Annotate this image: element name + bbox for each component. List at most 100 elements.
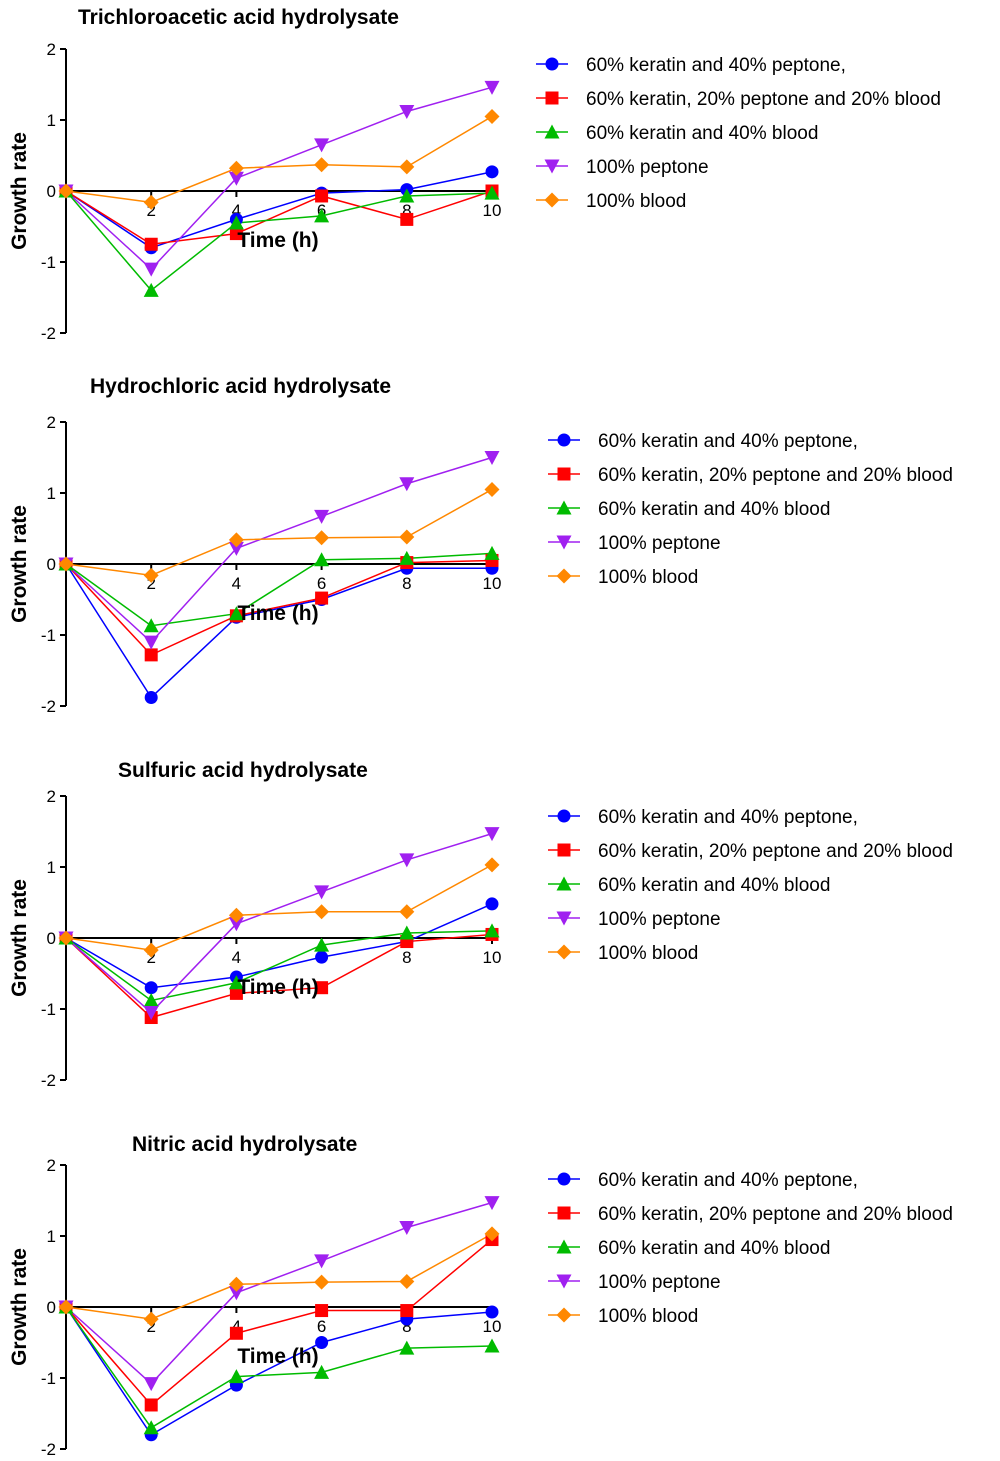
series-line-1 [65,903,493,989]
legend-entry: 100% peptone [586,157,709,178]
series-line-3 [65,1306,493,1429]
y-tick-label: 0 [47,555,56,574]
data-point [144,237,158,251]
data-point [399,853,415,868]
data-point [144,981,158,995]
series-line-3 [65,930,493,1002]
data-point [399,529,415,545]
data-point [229,1326,243,1340]
data-point [58,1299,74,1315]
data-point [228,532,244,548]
legend-entry: 100% peptone [598,1272,721,1293]
y-tick-label: -1 [41,1000,56,1019]
y-axis-label: Growth rate [8,505,31,623]
data-point [315,591,329,605]
data-point [314,904,330,920]
legend-marker [545,57,559,71]
x-tick-label: 6 [317,574,326,593]
x-tick-label: 8 [402,948,411,967]
data-point [399,477,415,492]
series-line-5 [65,1233,493,1320]
y-tick-label: 0 [47,1298,56,1317]
x-tick-label: 4 [232,948,241,967]
y-axis-label: Growth rate [8,132,31,250]
y-tick-label: 1 [47,484,56,503]
data-point [399,188,415,203]
legend-entry: 100% blood [598,567,698,588]
y-tick-label: 1 [47,111,56,130]
series-line-5 [65,488,493,577]
legend-entry: 60% keratin and 40% peptone, [598,431,858,452]
y-axis-label: Growth rate [8,879,31,997]
legend-marker [556,911,572,926]
data-point [399,104,415,119]
y-tick-label: 1 [47,1227,56,1246]
data-point [228,1369,244,1384]
chart-title: Sulfuric acid hydrolysate [118,759,368,782]
data-point [228,1286,244,1301]
data-point [58,930,74,946]
legend-marker [545,91,559,105]
series-line-5 [65,115,493,204]
data-point [484,857,500,873]
data-point [143,618,159,633]
series-line-3 [65,190,493,292]
data-point [399,904,415,920]
data-point [314,157,330,173]
x-axis-label: Time (h) [237,602,318,625]
data-point [485,1305,499,1319]
data-point [58,556,74,572]
legend-entry: 60% keratin and 40% peptone, [586,55,846,76]
x-tick-label: 8 [402,574,411,593]
data-point [228,215,244,230]
data-point [143,1311,159,1327]
data-point [228,171,244,186]
legend-marker [544,159,560,174]
legend-entry: 60% keratin, 20% peptone and 20% blood [598,1204,953,1225]
data-point [228,606,244,621]
legend-marker [544,124,560,139]
data-point [228,975,244,990]
data-point [315,1336,329,1349]
data-point [314,885,330,900]
series-line-1 [65,171,493,249]
data-point [314,937,330,952]
legend-entry: 60% keratin and 40% blood [598,499,830,520]
data-point [314,208,330,223]
data-point [229,227,243,241]
data-point [484,923,500,938]
legend-marker [557,1206,571,1220]
series-line-2 [65,190,493,246]
data-point [314,1364,330,1379]
data-point [228,160,244,176]
data-point [484,545,500,560]
y-tick-label: 0 [47,929,56,948]
x-tick-label: 4 [232,201,241,220]
legend-marker [556,1307,572,1323]
data-point [484,481,500,497]
legend-entry: 60% keratin and 40% blood [598,1238,830,1259]
x-axis-label: Time (h) [237,229,318,252]
y-tick-label: -1 [41,1369,56,1388]
data-point [143,1420,159,1435]
y-tick-label: 2 [47,1156,56,1175]
data-point [484,108,500,124]
data-point [58,183,74,199]
data-point [228,917,244,932]
data-point [484,1196,500,1211]
data-point [399,1340,415,1355]
legend-entry: 60% keratin, 20% peptone and 20% blood [598,465,953,486]
data-point [315,981,329,995]
data-point [143,262,159,277]
y-tick-label: 0 [47,182,56,201]
data-point [399,925,415,940]
y-tick-label: -1 [41,626,56,645]
data-point [143,194,159,210]
chart-title: Hydrochloric acid hydrolysate [90,375,391,398]
series-line-2 [65,933,493,1019]
y-tick-label: 1 [47,858,56,877]
y-tick-label: -2 [41,1071,56,1090]
chart-title: Trichloroacetic acid hydrolysate [78,6,399,29]
data-point [143,567,159,583]
